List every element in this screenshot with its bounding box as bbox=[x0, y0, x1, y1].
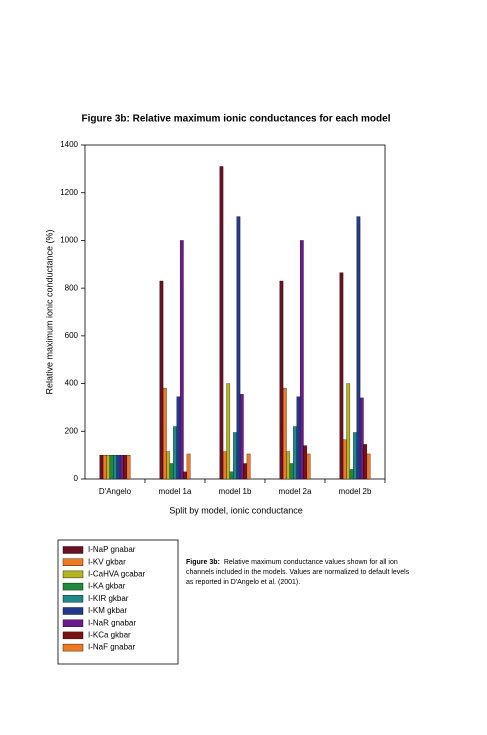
bar bbox=[229, 471, 234, 480]
legend-swatch bbox=[62, 582, 84, 591]
bar bbox=[349, 469, 354, 480]
legend-label: I-NaF gnabar bbox=[88, 643, 135, 652]
bar bbox=[342, 439, 347, 480]
bar bbox=[169, 463, 174, 480]
bar bbox=[222, 451, 227, 480]
bar bbox=[166, 451, 171, 480]
bar bbox=[282, 388, 287, 480]
legend-label: I-KA gkbar bbox=[88, 582, 126, 591]
y-tick-label: 1200 bbox=[60, 188, 78, 197]
legend-swatch bbox=[62, 631, 84, 640]
bar bbox=[119, 454, 124, 480]
legend-box bbox=[57, 539, 179, 665]
bar bbox=[102, 454, 107, 480]
bar bbox=[299, 240, 304, 480]
bar bbox=[279, 280, 284, 480]
caption-text: Relative maximum conductance values show… bbox=[224, 559, 398, 566]
bar bbox=[339, 272, 344, 480]
bar bbox=[236, 216, 241, 480]
legend-swatch bbox=[62, 643, 84, 652]
y-tick-label: 0 bbox=[74, 474, 79, 483]
legend-label: I-KIR gkbar bbox=[88, 594, 129, 603]
bar bbox=[286, 451, 291, 480]
x-tick-label: model 2b bbox=[339, 487, 372, 496]
bar bbox=[359, 397, 364, 480]
bar bbox=[113, 454, 117, 480]
chart-title: Figure 3b: Relative maximum ionic conduc… bbox=[82, 114, 391, 125]
legend-swatch bbox=[62, 558, 84, 566]
legend-label: I-KV gkbar bbox=[88, 557, 126, 566]
caption-line: Figure 3b: Relative maximum conductance v… bbox=[186, 559, 398, 566]
legend-label: I-CaHVA gcabar bbox=[88, 570, 146, 579]
bar bbox=[99, 454, 104, 480]
bar bbox=[239, 394, 244, 480]
bar bbox=[243, 463, 248, 480]
x-tick-label: model 1a bbox=[159, 487, 192, 496]
bar bbox=[179, 240, 184, 480]
bar bbox=[186, 453, 191, 480]
bar bbox=[106, 454, 111, 480]
x-tick-label: model 2a bbox=[279, 487, 312, 496]
legend-label: I-NaP gnabar bbox=[88, 545, 136, 554]
bar bbox=[219, 166, 224, 480]
bar bbox=[183, 471, 188, 480]
caption-line: as reported in D'Angelo et al. (2001). bbox=[186, 579, 300, 586]
bar bbox=[366, 453, 371, 480]
y-tick-label: 1000 bbox=[60, 236, 78, 245]
bar bbox=[233, 432, 237, 480]
bar bbox=[293, 426, 297, 480]
legend-swatch bbox=[62, 595, 84, 603]
y-tick-label: 200 bbox=[65, 426, 79, 435]
bar bbox=[363, 444, 368, 480]
bar bbox=[226, 383, 231, 480]
bar bbox=[109, 454, 114, 480]
bar bbox=[246, 453, 251, 480]
bar bbox=[303, 445, 308, 480]
bar bbox=[306, 453, 311, 480]
bar bbox=[123, 454, 128, 480]
bar bbox=[346, 383, 351, 480]
y-tick-label: 1400 bbox=[60, 140, 78, 149]
y-tick-label: 600 bbox=[65, 331, 79, 340]
legend-swatch bbox=[62, 546, 84, 554]
bar bbox=[116, 454, 121, 480]
legend-label: I-NaR gnabar bbox=[88, 618, 136, 627]
caption-line: channels included in the models. Values … bbox=[186, 569, 410, 576]
legend-label: I-KM gkbar bbox=[88, 606, 127, 615]
bar bbox=[353, 432, 357, 480]
x-tick-label: model 1b bbox=[219, 487, 252, 496]
bar bbox=[173, 426, 177, 480]
bar bbox=[159, 280, 164, 480]
caption-label: Figure 3b: bbox=[186, 559, 220, 566]
y-axis-title: Relative maximum ionic conductance (%) bbox=[44, 229, 54, 394]
bar bbox=[296, 396, 301, 480]
legend-swatch bbox=[62, 619, 84, 627]
legend-swatch bbox=[62, 570, 84, 579]
bar bbox=[176, 396, 181, 480]
x-axis-title: Split by model, ionic conductance bbox=[169, 505, 303, 515]
legend-label: I-KCa gkbar bbox=[88, 631, 131, 640]
y-tick-label: 800 bbox=[65, 283, 79, 292]
bar bbox=[356, 216, 361, 480]
x-tick-label: D'Angelo bbox=[99, 487, 132, 496]
bar bbox=[289, 463, 294, 480]
y-tick-label: 400 bbox=[65, 379, 79, 388]
legend-swatch bbox=[62, 607, 84, 615]
bar bbox=[126, 454, 131, 480]
bar bbox=[162, 388, 167, 480]
